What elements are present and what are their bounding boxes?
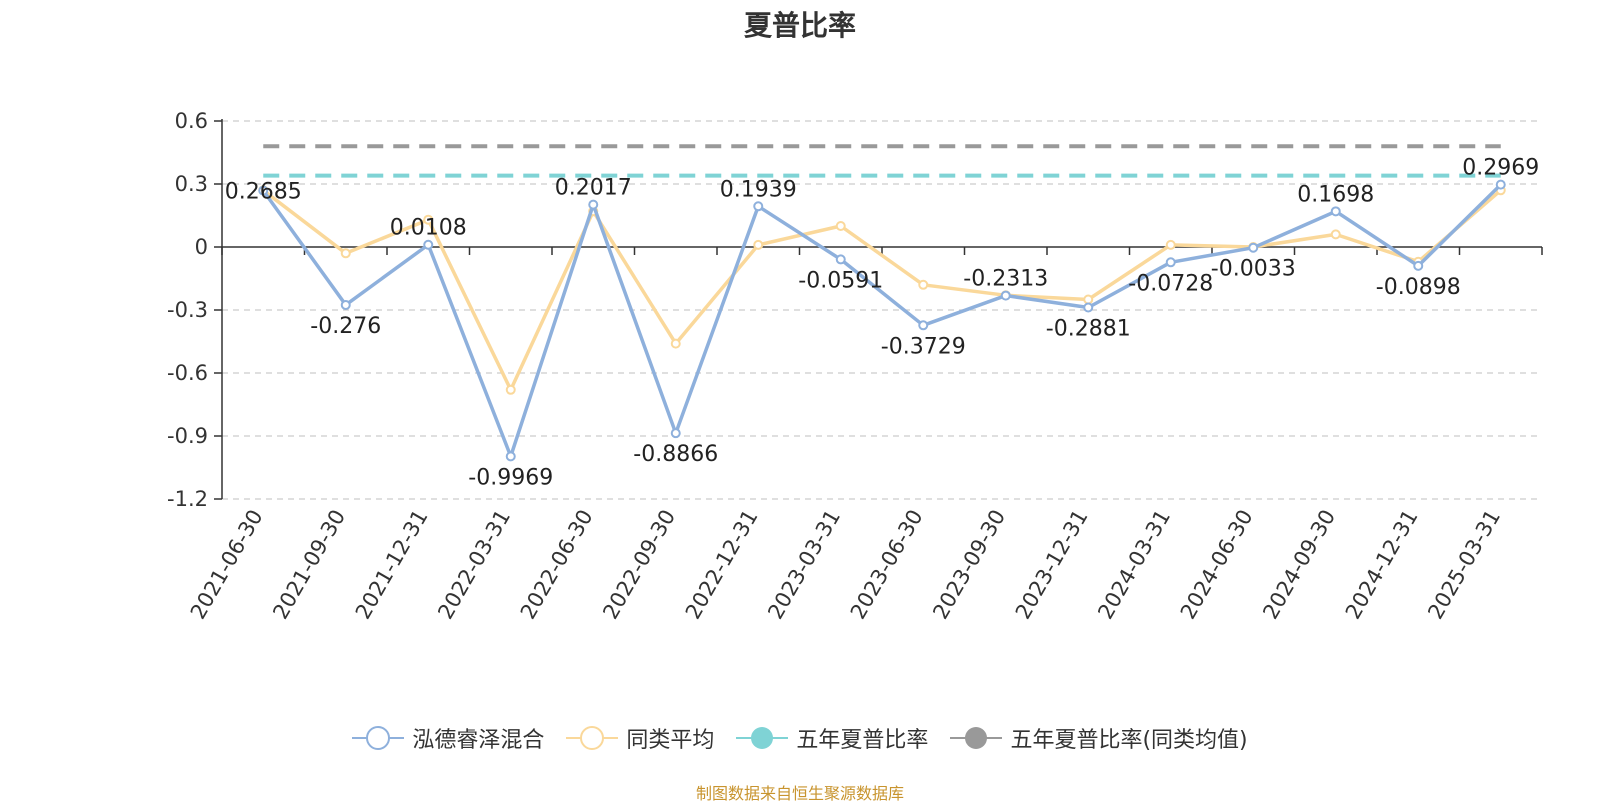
x-tick-label: 2021-09-30 [268, 506, 350, 624]
x-tick-label: 2021-06-30 [186, 506, 268, 624]
y-tick-label: -0.6 [167, 361, 208, 385]
data-label: 0.1939 [720, 177, 797, 202]
data-label: -0.0898 [1376, 275, 1461, 300]
legend-circle-icon [352, 726, 405, 750]
y-tick-label: 0 [195, 235, 208, 259]
x-tick-label: 2022-09-30 [598, 506, 680, 624]
y-tick-label: -0.3 [167, 298, 208, 322]
data-point [340, 299, 351, 310]
data-label: -0.2313 [963, 267, 1048, 292]
x-tick-label: 2023-09-30 [928, 506, 1010, 624]
data-point [753, 239, 764, 250]
x-tick-label: 2023-06-30 [846, 506, 928, 624]
data-label: 0.2017 [555, 176, 632, 201]
grid-layer [222, 120, 1542, 500]
legend-item-five-year-peer[interactable]: 五年夏普比率(同类均值) [950, 722, 1248, 754]
data-point [423, 214, 434, 225]
data-point [918, 320, 929, 331]
data-point [1413, 260, 1424, 271]
data-label: 0.2685 [225, 180, 302, 205]
data-point [423, 239, 434, 250]
legend-label: 五年夏普比率 [796, 728, 929, 753]
data-point [258, 185, 269, 196]
chart-title: 夏普比率 [743, 9, 856, 42]
x-tick-label: 2022-03-31 [433, 506, 515, 624]
legend-item-peer-average[interactable]: 同类平均 [566, 722, 714, 754]
legend-circle-icon [566, 726, 619, 750]
x-tick-label: 2022-12-31 [681, 506, 763, 624]
x-tick-label: 2024-03-31 [1093, 506, 1175, 624]
data-label: -0.3729 [881, 334, 966, 359]
series-line-peer-average [262, 188, 1502, 392]
series-line-fund [261, 183, 1502, 459]
legend-label: 同类平均 [626, 728, 715, 753]
data-point [1165, 239, 1176, 250]
data-point [1000, 290, 1011, 301]
data-point [918, 279, 929, 290]
x-tick-label: 2023-12-31 [1011, 506, 1093, 624]
x-tick-label: 2022-06-30 [516, 506, 598, 624]
data-label: 0.1698 [1297, 182, 1374, 207]
data-point [505, 384, 516, 395]
data-label: -0.8866 [633, 442, 718, 467]
reference-lines [263, 144, 1501, 178]
legend-item-fund[interactable]: 泓德睿泽混合 [352, 722, 544, 754]
legend-dot-icon [736, 727, 789, 749]
data-point [340, 248, 351, 259]
data-point [670, 338, 681, 349]
data-point [1083, 302, 1094, 313]
data-point [1083, 294, 1094, 305]
legend-item-five-year[interactable]: 五年夏普比率 [736, 722, 928, 754]
data-labels: 0.2685 -0.276 0.0108 -0.9969 0.2017 -0.8866 0.… [225, 156, 1539, 491]
data-point [588, 199, 599, 210]
x-tick-label: 2023-03-31 [763, 506, 845, 624]
data-point [753, 201, 764, 212]
data-point [835, 221, 846, 231]
series-layer [258, 179, 1506, 462]
data-point [670, 428, 681, 439]
x-tick-label: 2024-09-30 [1258, 506, 1340, 624]
data-point [1330, 206, 1341, 217]
data-label: -0.0591 [798, 268, 883, 293]
data-point [1165, 257, 1176, 268]
x-tick-label: 2021-12-31 [351, 506, 433, 624]
legend-label: 泓德睿泽混合 [412, 728, 545, 753]
y-tick-label: -0.9 [167, 424, 208, 448]
source-note: 制图数据来自恒生聚源数据库 [695, 784, 904, 803]
x-tick-label: 2025-03-31 [1423, 506, 1505, 624]
legend-dot-icon [950, 727, 1003, 749]
data-point [1248, 242, 1259, 253]
x-tick-label: 2024-06-30 [1176, 506, 1258, 624]
y-tick-label: 0.6 [175, 109, 208, 133]
data-label: -0.0728 [1128, 271, 1213, 296]
data-label: -0.2881 [1046, 317, 1131, 342]
data-label: -0.0033 [1211, 257, 1296, 282]
legend-label: 五年夏普比率(同类均值) [1010, 728, 1248, 753]
data-label: -0.276 [310, 314, 381, 339]
legend: 泓德睿泽混合 同类平均 五年夏普比率 五年夏普比率(同类均值) [0, 722, 1600, 754]
data-point [1330, 229, 1341, 240]
data-label: 0.0108 [390, 216, 467, 241]
data-point [835, 254, 846, 265]
y-tick-label: -1.2 [167, 487, 208, 511]
data-point [1495, 179, 1506, 190]
y-tick-label: 0.3 [175, 172, 208, 196]
data-label: 0.2969 [1462, 156, 1539, 181]
data-point [505, 451, 516, 462]
x-tick-label: 2024-12-31 [1341, 506, 1423, 624]
data-label: -0.9969 [468, 465, 553, 490]
